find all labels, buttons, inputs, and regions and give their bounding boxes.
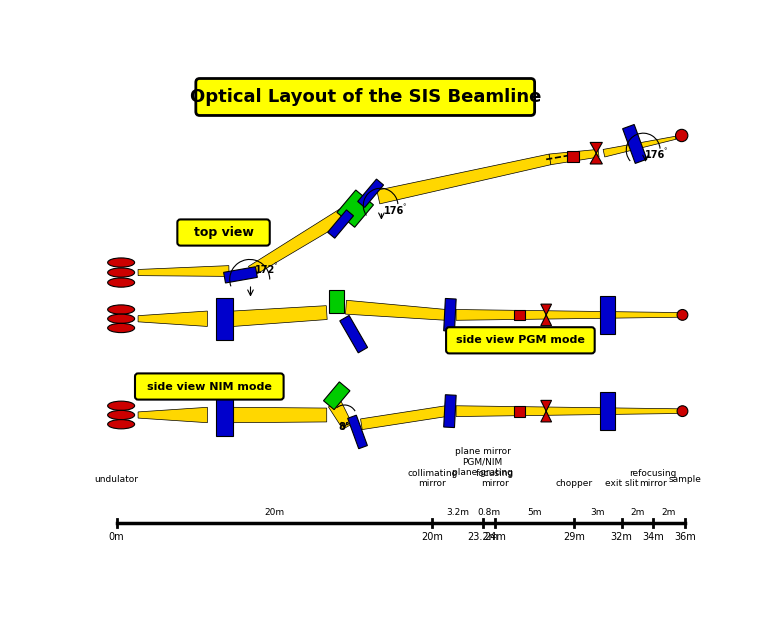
- Bar: [328, 210, 354, 238]
- Polygon shape: [540, 401, 551, 422]
- Polygon shape: [590, 142, 602, 164]
- Text: 5m: 5m: [528, 507, 542, 517]
- Bar: [600, 392, 615, 431]
- Ellipse shape: [108, 258, 134, 267]
- Polygon shape: [456, 406, 681, 417]
- Ellipse shape: [108, 410, 134, 420]
- Text: 34m: 34m: [642, 532, 664, 542]
- Bar: [216, 298, 233, 340]
- Text: 29m: 29m: [563, 532, 585, 542]
- Polygon shape: [138, 407, 208, 423]
- Bar: [223, 267, 258, 283]
- Text: 20m: 20m: [421, 532, 443, 542]
- Circle shape: [676, 130, 688, 142]
- Text: 36m: 36m: [674, 532, 696, 542]
- Bar: [622, 124, 647, 163]
- Polygon shape: [603, 137, 676, 157]
- Text: 32m: 32m: [611, 532, 633, 542]
- FancyBboxPatch shape: [177, 220, 269, 246]
- Bar: [348, 415, 367, 449]
- Bar: [340, 316, 368, 353]
- Ellipse shape: [108, 420, 134, 429]
- Bar: [216, 394, 233, 436]
- Text: 2m: 2m: [630, 507, 644, 517]
- Text: 3.2m: 3.2m: [446, 507, 469, 517]
- FancyBboxPatch shape: [135, 373, 284, 399]
- Text: 3m: 3m: [590, 507, 605, 517]
- Bar: [567, 150, 579, 162]
- Text: sample: sample: [669, 476, 701, 485]
- Text: °: °: [273, 264, 277, 269]
- Polygon shape: [233, 407, 326, 423]
- Ellipse shape: [108, 278, 134, 287]
- Polygon shape: [232, 305, 327, 326]
- Text: 176: 176: [383, 206, 404, 216]
- FancyBboxPatch shape: [446, 327, 594, 354]
- Text: 20m: 20m: [264, 507, 284, 517]
- Bar: [514, 309, 525, 320]
- Ellipse shape: [108, 305, 134, 314]
- Text: top view: top view: [194, 226, 254, 239]
- Circle shape: [677, 406, 688, 417]
- Text: side view PGM mode: side view PGM mode: [455, 335, 584, 345]
- Bar: [358, 179, 383, 208]
- Bar: [600, 296, 615, 334]
- Text: focusing
mirror: focusing mirror: [476, 469, 515, 488]
- Circle shape: [677, 309, 688, 320]
- Bar: [514, 406, 525, 417]
- Text: 23.2m: 23.2m: [467, 532, 498, 542]
- Polygon shape: [540, 304, 551, 326]
- Text: °: °: [663, 148, 666, 154]
- Text: chopper: chopper: [556, 479, 593, 488]
- Text: 8°: 8°: [338, 422, 351, 432]
- Text: refocusing
mirror: refocusing mirror: [629, 469, 677, 488]
- Text: 0m: 0m: [109, 532, 124, 542]
- Bar: [444, 395, 456, 427]
- Text: 176: 176: [645, 150, 665, 160]
- Bar: [337, 190, 373, 227]
- Polygon shape: [361, 406, 447, 429]
- Text: Optical Layout of the SIS Beamline: Optical Layout of the SIS Beamline: [190, 88, 541, 106]
- Bar: [323, 382, 350, 410]
- Polygon shape: [376, 154, 551, 204]
- Polygon shape: [456, 309, 681, 320]
- Text: 24m: 24m: [484, 532, 506, 542]
- Polygon shape: [549, 149, 599, 164]
- Ellipse shape: [108, 401, 134, 410]
- Polygon shape: [138, 311, 208, 326]
- FancyBboxPatch shape: [196, 79, 535, 116]
- Text: 0.8m: 0.8m: [477, 507, 501, 517]
- Ellipse shape: [108, 323, 134, 333]
- Bar: [444, 298, 456, 331]
- Ellipse shape: [108, 314, 134, 323]
- Polygon shape: [328, 400, 352, 429]
- Text: 2m: 2m: [662, 507, 676, 517]
- Text: 172: 172: [255, 265, 275, 275]
- Text: plane mirror
PGM/NIM
plane grating: plane mirror PGM/NIM plane grating: [452, 447, 513, 477]
- Ellipse shape: [108, 268, 134, 277]
- Text: exit slit: exit slit: [605, 479, 638, 488]
- Bar: [329, 290, 344, 313]
- Text: °: °: [402, 204, 405, 210]
- Polygon shape: [138, 265, 229, 276]
- Text: collimating
mirror: collimating mirror: [407, 469, 458, 488]
- Polygon shape: [345, 300, 447, 320]
- Polygon shape: [248, 203, 356, 276]
- Text: side view NIM mode: side view NIM mode: [148, 382, 272, 392]
- Text: undulator: undulator: [95, 476, 138, 485]
